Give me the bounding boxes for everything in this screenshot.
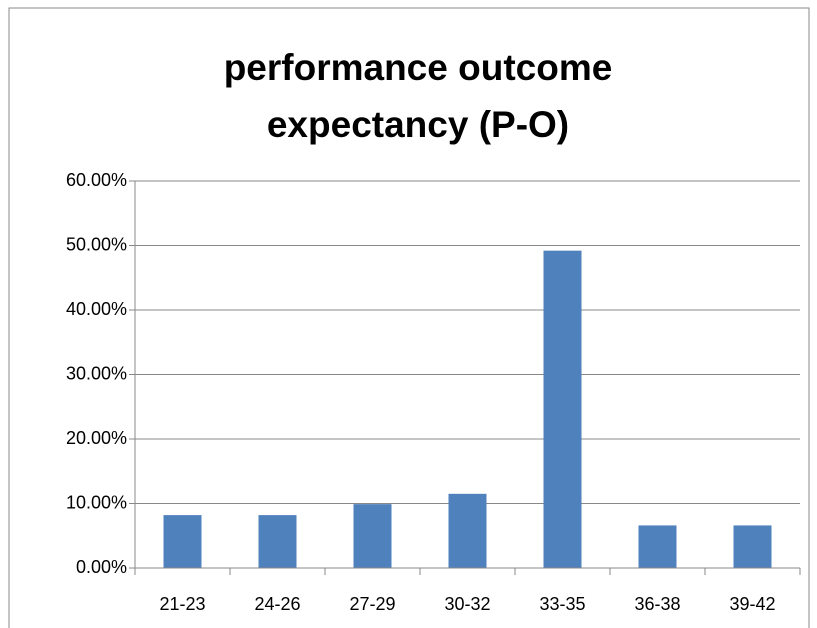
x-tick-label: 24-26 [254,594,300,614]
chart-frame [8,7,810,628]
x-tick-label: 27-29 [349,594,395,614]
bar [733,525,772,568]
bar [448,493,487,568]
x-tick-label: 21-23 [159,594,205,614]
x-tick-label: 36-38 [634,594,680,614]
bar [353,504,392,568]
bar [638,525,677,568]
y-tick-label: 10.00% [66,492,127,512]
chart-title: expectancy (P-O) [267,104,569,145]
bar [258,515,297,568]
y-tick-label: 0.00% [76,557,127,577]
chart-title: performance outcome [224,47,613,88]
x-tick-label: 39-42 [729,594,775,614]
bar [543,250,582,568]
x-tick-label: 30-32 [444,594,490,614]
y-tick-label: 60.00% [66,170,127,190]
y-tick-label: 50.00% [66,234,127,254]
y-tick-label: 20.00% [66,428,127,448]
y-tick-label: 30.00% [66,363,127,383]
x-tick-label: 33-35 [539,594,585,614]
y-tick-label: 40.00% [66,299,127,319]
bar [163,515,202,568]
